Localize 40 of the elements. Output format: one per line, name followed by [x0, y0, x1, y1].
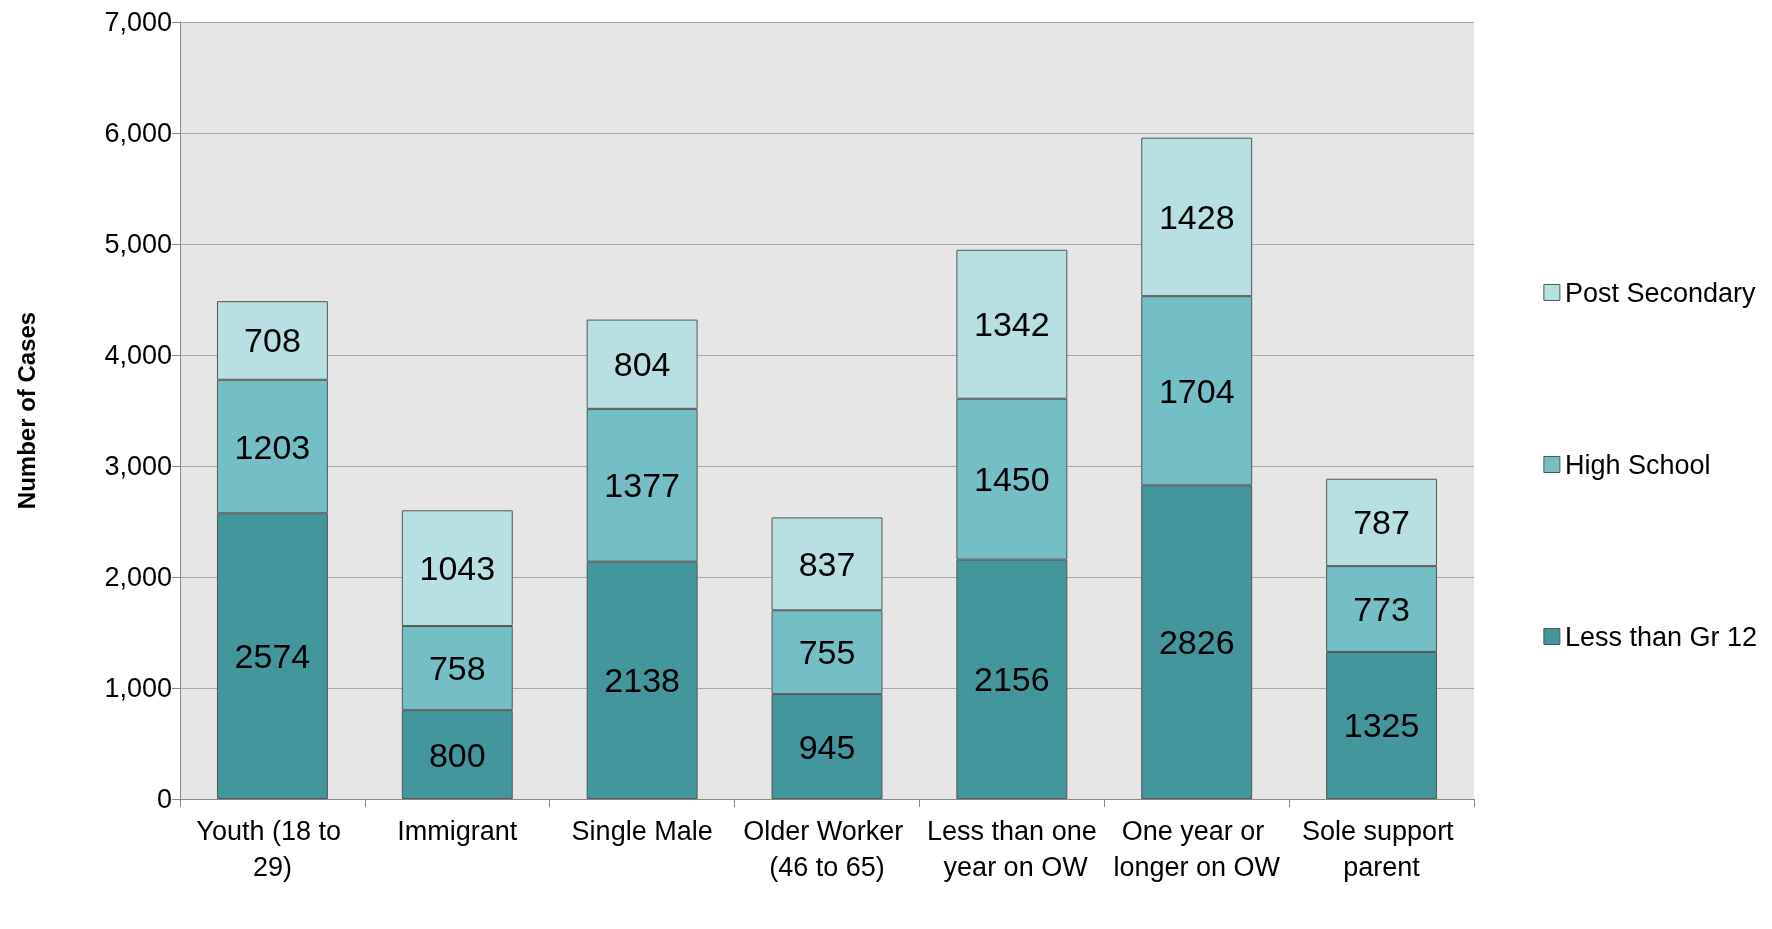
data-label: 800 — [428, 735, 486, 774]
y-tick-label: 4,000 — [104, 340, 172, 370]
data-label: 1043 — [419, 549, 496, 588]
y-axis-title: Number of Cases — [12, 311, 40, 510]
y-tick-label: 3,000 — [104, 451, 172, 481]
y-tick-label: 5,000 — [104, 229, 172, 259]
legend-label: High School — [1564, 449, 1711, 480]
x-tick-label: Immigrant — [397, 816, 518, 846]
data-label: 2826 — [1158, 623, 1235, 662]
x-tick-label: Youth (18 to 29) — [196, 816, 349, 882]
data-label: 2156 — [974, 660, 1050, 699]
data-label: 755 — [798, 633, 856, 672]
data-label: 2574 — [234, 637, 311, 676]
x-tick-label: One year or longer on OW — [1113, 816, 1281, 882]
data-label: 758 — [428, 649, 486, 688]
x-tick-label: Older Worker (46 to 65) — [743, 816, 911, 882]
data-label: 787 — [1353, 503, 1410, 542]
data-label: 1342 — [974, 305, 1050, 344]
y-tick-label: 7,000 — [104, 7, 172, 37]
x-tick-label: Single Male — [571, 816, 713, 846]
data-label: 708 — [244, 321, 301, 360]
legend-label: Less than Gr 12 — [1564, 621, 1758, 652]
data-label: 1428 — [1158, 197, 1235, 236]
data-label: 773 — [1353, 590, 1410, 629]
y-tick-label: 2,000 — [104, 562, 172, 592]
data-label: 804 — [613, 345, 671, 384]
data-label: 837 — [798, 544, 856, 583]
data-label: 1704 — [1158, 371, 1235, 410]
data-label: 2138 — [604, 661, 680, 700]
y-tick-label: 1,000 — [104, 673, 172, 703]
legend-label: Post Secondary — [1564, 277, 1756, 308]
y-tick-label: 6,000 — [104, 118, 172, 148]
y-tick-label: 0 — [156, 784, 172, 814]
data-label: 1325 — [1343, 706, 1420, 745]
data-label: 945 — [798, 727, 856, 766]
x-tick-label: Less than one year on OW — [927, 816, 1097, 882]
x-tick-label: Sole support parent — [1302, 816, 1462, 882]
data-label: 1203 — [234, 427, 311, 466]
data-label: 1450 — [974, 460, 1050, 499]
data-label: 1377 — [604, 466, 680, 505]
